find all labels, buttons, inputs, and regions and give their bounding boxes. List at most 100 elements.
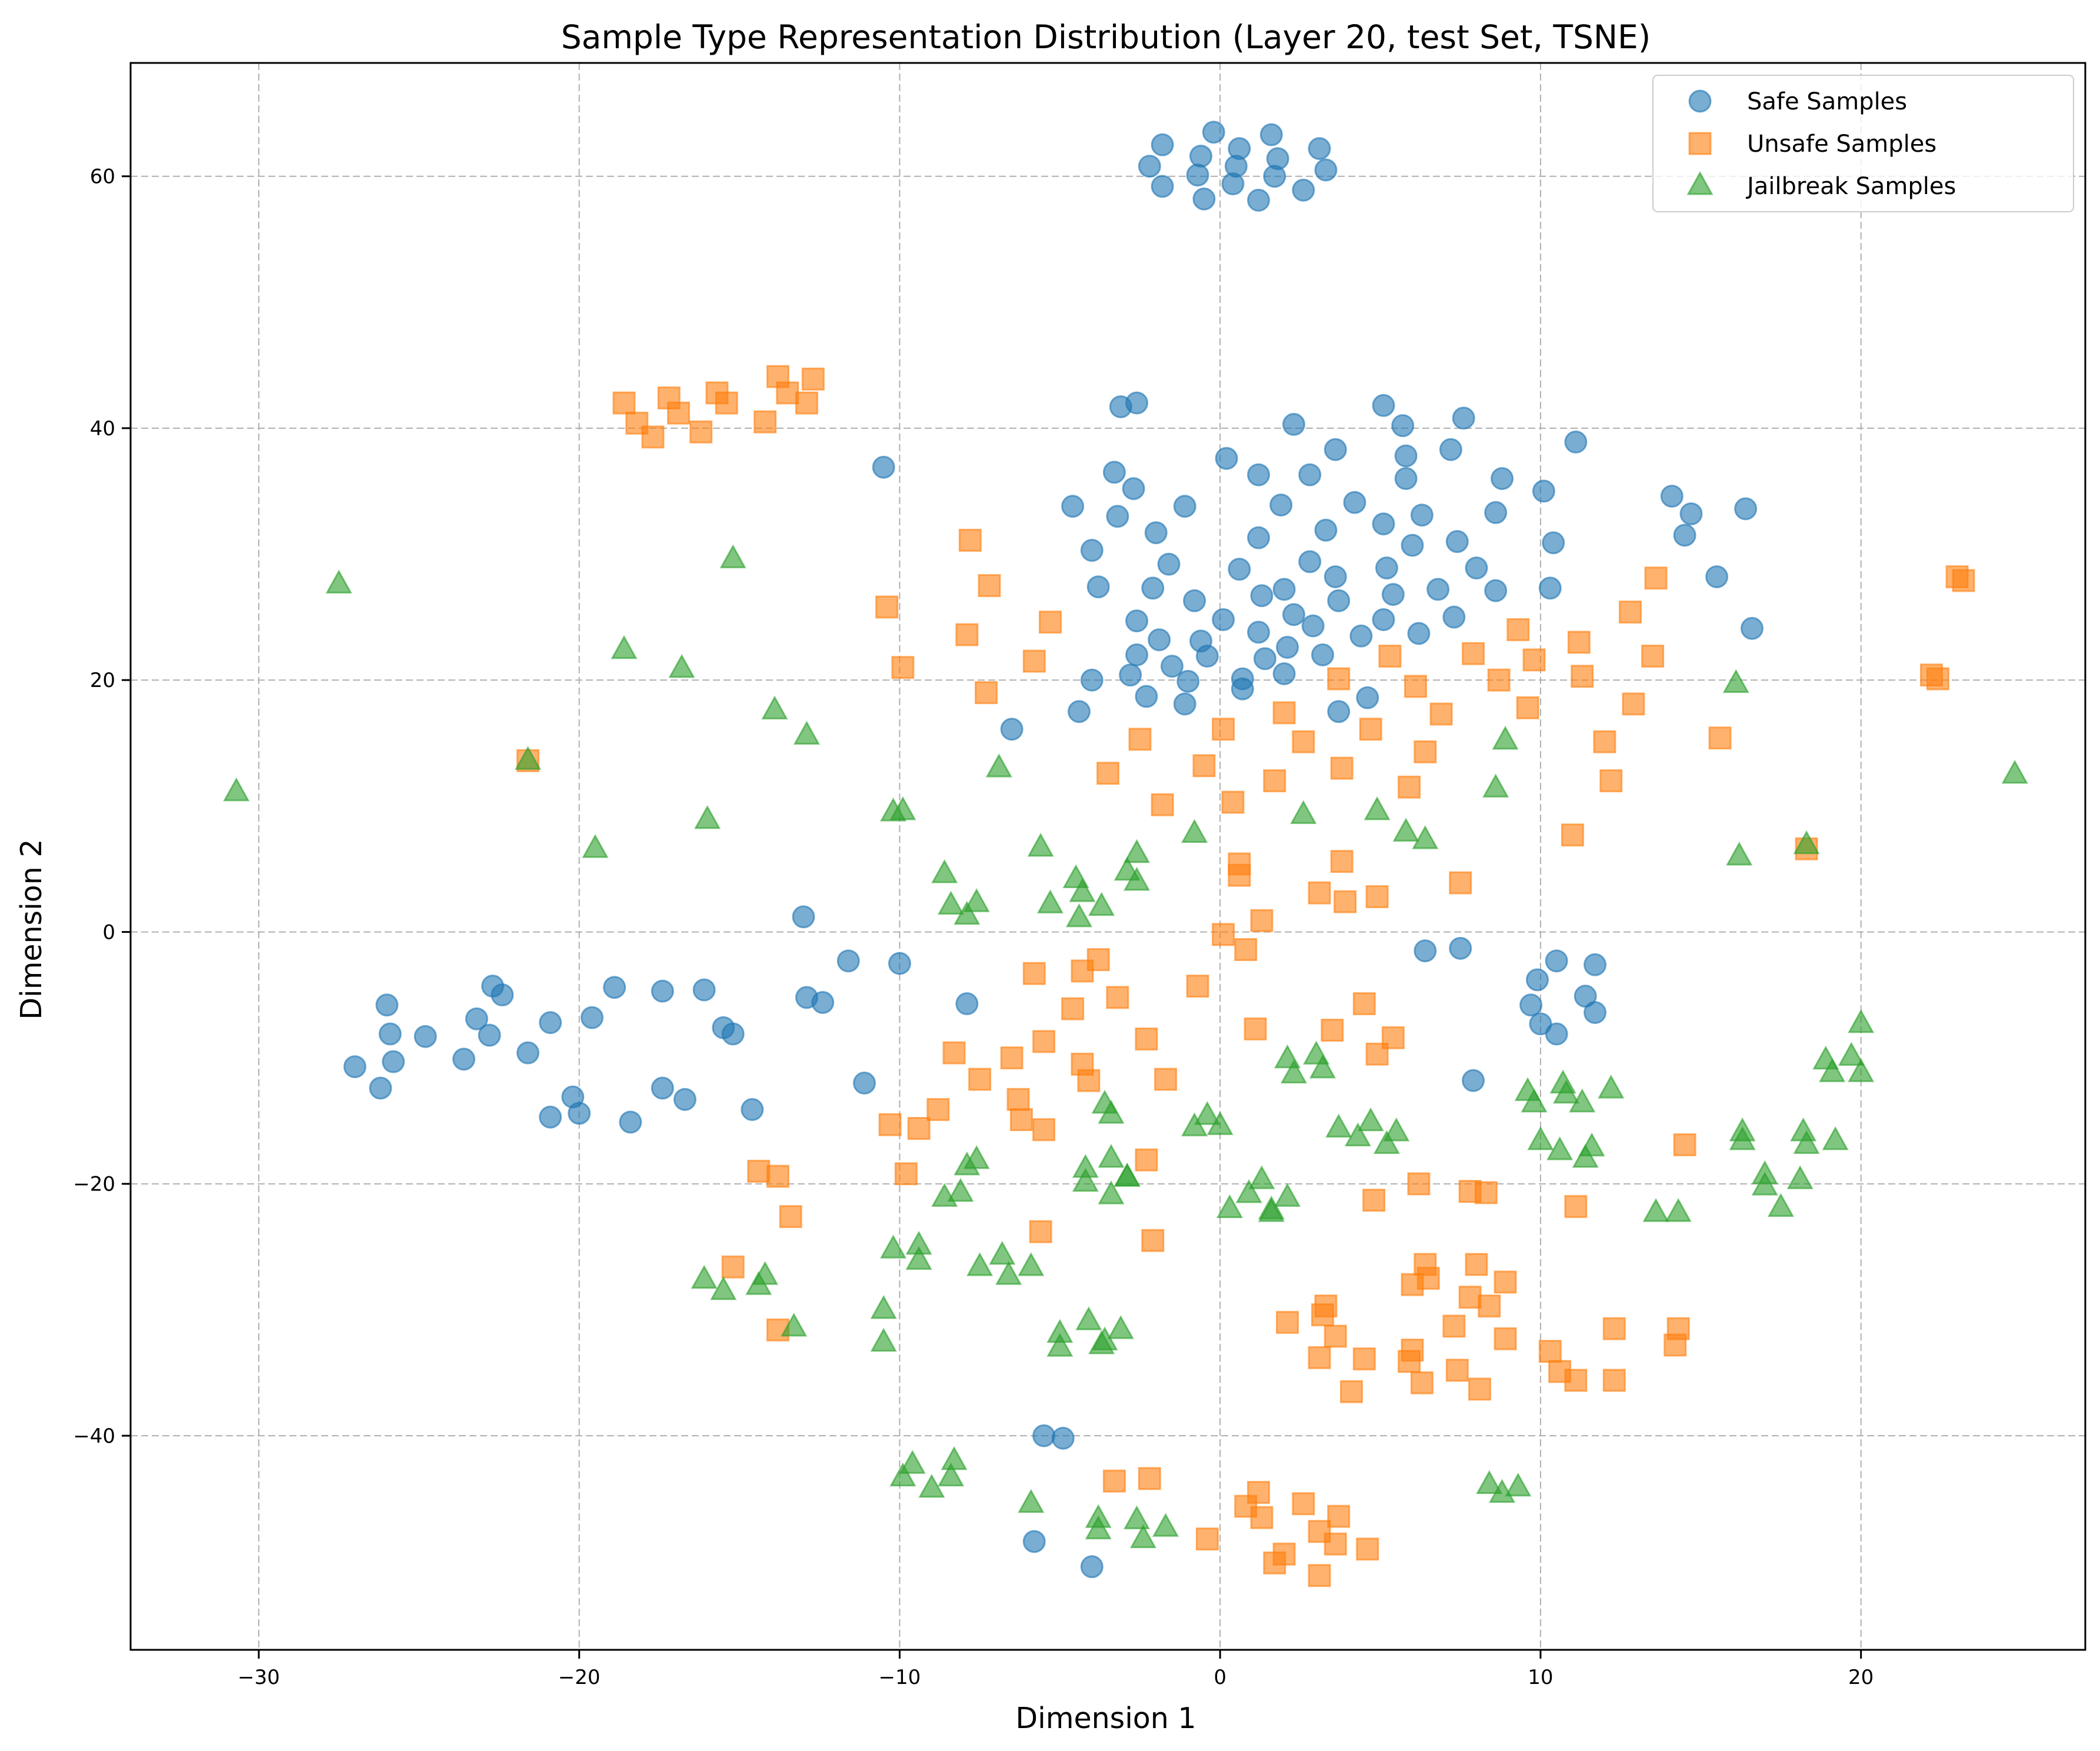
square-point — [1644, 566, 1668, 590]
circle-point — [382, 1050, 405, 1073]
triangle-point — [1194, 1101, 1221, 1125]
circle-point — [1324, 565, 1347, 589]
plot-frame — [129, 62, 2086, 1651]
square-point — [1398, 775, 1421, 799]
square-point — [1599, 769, 1623, 793]
circle-point — [1269, 493, 1293, 517]
circle-point — [1584, 1001, 1607, 1025]
circle-point — [1391, 414, 1415, 438]
legend-label: Unsafe Samples — [1747, 131, 1936, 158]
circle-point — [1327, 589, 1351, 612]
triangle-point — [938, 1462, 965, 1487]
circle-point — [1061, 495, 1085, 518]
square-point — [1009, 1108, 1033, 1132]
circle-point — [651, 979, 674, 1003]
square-point — [1478, 1294, 1501, 1318]
circle-point — [888, 952, 911, 975]
square-point — [1516, 696, 1539, 719]
triangle-point — [1552, 1079, 1580, 1104]
square-point — [907, 1117, 931, 1140]
circle-point — [452, 1048, 476, 1071]
triangle-point — [905, 1246, 932, 1270]
square-point — [1593, 730, 1616, 753]
series-circle — [343, 121, 1764, 1579]
triangle-point — [1505, 1472, 1532, 1497]
triangle-point — [1767, 1193, 1795, 1217]
triangle-point — [963, 1145, 990, 1169]
square-point — [689, 420, 713, 443]
triangle-point — [1280, 1059, 1308, 1083]
circle-point — [1679, 502, 1703, 526]
triangle-point — [879, 1234, 907, 1259]
square-point — [1401, 1273, 1424, 1296]
triangle-point — [1578, 1132, 1605, 1157]
triangle-point — [1786, 1165, 1814, 1189]
square-point — [1308, 881, 1331, 905]
square-point — [1151, 793, 1174, 816]
circle-point — [1372, 393, 1395, 417]
triangle-point — [1492, 725, 1519, 750]
square-point — [795, 391, 818, 415]
circle-point — [811, 990, 835, 1014]
square-point — [875, 595, 899, 619]
circle-point — [1263, 165, 1286, 188]
triangle-point — [1476, 1470, 1503, 1494]
circle-point — [1660, 485, 1684, 508]
circle-point — [1538, 576, 1562, 600]
circle-point — [1080, 668, 1104, 692]
circle-point — [1106, 505, 1129, 528]
square-point — [1032, 1030, 1056, 1053]
square-point — [1327, 1505, 1351, 1528]
square-point — [641, 425, 665, 449]
circle-point — [1525, 968, 1549, 992]
circle-point — [1272, 578, 1296, 601]
square-point — [1564, 1369, 1588, 1392]
circle-point — [491, 983, 514, 1007]
square-point — [1138, 1467, 1161, 1490]
square-point — [667, 401, 691, 425]
circle-point — [1080, 1555, 1104, 1579]
circle-point — [1673, 523, 1696, 547]
triangle-point — [514, 746, 542, 770]
square-point — [1414, 740, 1437, 763]
circle-point — [1125, 391, 1149, 415]
triangle-point — [1129, 1524, 1156, 1549]
grid-lines — [131, 63, 2085, 1650]
triangle-point — [889, 796, 916, 821]
triangle-point — [1046, 1333, 1074, 1357]
circle-point — [721, 1022, 745, 1046]
circle-point — [1356, 686, 1379, 709]
square-point — [721, 1255, 745, 1279]
square-point — [1292, 730, 1315, 753]
square-point — [1449, 871, 1472, 895]
square-point — [1071, 959, 1094, 983]
triangle-point — [1521, 1088, 1548, 1113]
triangle-point — [1258, 1198, 1285, 1222]
square-point — [1378, 645, 1402, 668]
triangle-point — [1665, 1198, 1692, 1222]
triangle-point — [1069, 878, 1096, 902]
triangle-point — [668, 653, 695, 678]
square-point — [1926, 667, 1949, 691]
circle-point — [465, 1007, 488, 1030]
circle-point — [1173, 495, 1196, 518]
triangle-point — [1072, 1168, 1099, 1192]
circle-point — [1080, 539, 1104, 562]
square-point — [1308, 1564, 1331, 1587]
triangle-point — [223, 777, 250, 802]
triangle-point — [1098, 1180, 1125, 1205]
x-tick-label: 0 — [1214, 1666, 1226, 1689]
square-point — [1038, 611, 1062, 634]
triangle-point — [719, 544, 746, 569]
axis-ticks: −30 −20 −10 0 10 20 −40 −20 0 20 40 60 — [73, 165, 1874, 1689]
square-point — [1618, 601, 1642, 624]
square-point — [1506, 618, 1530, 642]
circle-point — [1381, 583, 1405, 606]
triangle-point — [947, 1178, 974, 1202]
circle-point — [1410, 503, 1434, 527]
circle-point — [1394, 467, 1418, 491]
x-axis-label: Dimension 1 — [1015, 1702, 1196, 1735]
square-point — [1398, 1350, 1421, 1373]
circle-point — [741, 1098, 764, 1121]
